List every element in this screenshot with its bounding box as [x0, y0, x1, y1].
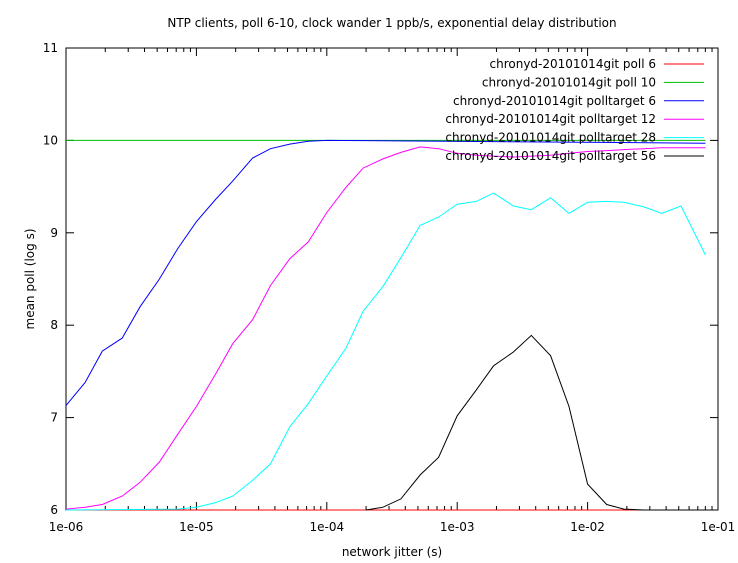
- legend-label: chronyd-20101014git poll 6: [490, 57, 657, 71]
- legend-label: chronyd-20101014git poll 10: [482, 75, 656, 89]
- y-axis-label: mean poll (log s): [23, 228, 37, 329]
- series-line-2: [65, 139, 706, 406]
- y-tick-label: 10: [43, 133, 58, 147]
- y-tick-label: 9: [50, 226, 58, 240]
- x-tick-label: 1e-03: [440, 520, 475, 534]
- y-tick-label: 6: [50, 503, 58, 517]
- y-tick-label: 7: [50, 411, 58, 425]
- chart-title: NTP clients, poll 6-10, clock wander 1 p…: [167, 16, 616, 30]
- legend-label: chronyd-20101014git polltarget 6: [453, 94, 656, 108]
- legend-label: chronyd-20101014git polltarget 28: [445, 131, 656, 145]
- y-tick-label: 8: [50, 318, 58, 332]
- series-line-4: [65, 192, 706, 511]
- series-group: [65, 139, 706, 511]
- y-tick-label: 11: [43, 41, 58, 55]
- x-axis: 1e-06 1e-05 1e-04 1e-03 1e-02 1e-01: [49, 48, 736, 534]
- legend: chronyd-20101014git poll 6 chronyd-201010…: [445, 57, 704, 163]
- x-tick-label: 1e-02: [570, 520, 605, 534]
- y-axis: 6 7 8 9 10 11: [43, 41, 718, 517]
- series-line-3: [65, 146, 706, 510]
- x-axis-label: network jitter (s): [342, 545, 442, 559]
- x-tick-label: 1e-04: [309, 520, 344, 534]
- x-tick-label: 1e-01: [701, 520, 736, 534]
- legend-label: chronyd-20101014git polltarget 12: [445, 112, 656, 126]
- legend-label: chronyd-20101014git polltarget 56: [445, 149, 656, 163]
- x-tick-label: 1e-06: [49, 520, 84, 534]
- series-line-5: [366, 334, 706, 511]
- x-tick-label: 1e-05: [179, 520, 214, 534]
